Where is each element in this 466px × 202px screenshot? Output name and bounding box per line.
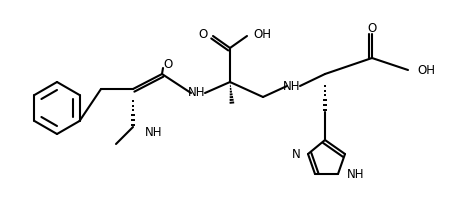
Text: NH: NH xyxy=(145,125,163,139)
Text: OH: OH xyxy=(417,63,435,77)
Text: NH: NH xyxy=(347,167,364,181)
Text: N: N xyxy=(292,147,301,161)
Text: O: O xyxy=(199,28,208,41)
Text: O: O xyxy=(367,22,377,36)
Text: O: O xyxy=(164,59,172,72)
Text: NH: NH xyxy=(188,86,206,100)
Text: NH: NH xyxy=(283,80,301,93)
Text: OH: OH xyxy=(253,28,271,41)
